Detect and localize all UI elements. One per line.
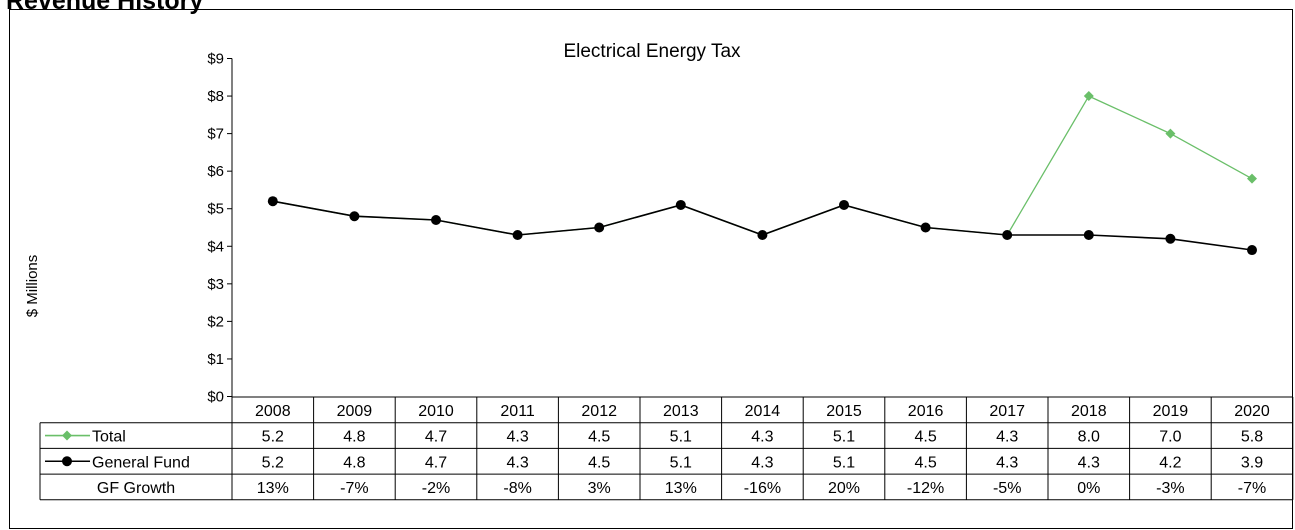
data-label: 3.9: [1241, 454, 1263, 471]
table-cell: -16%: [744, 480, 781, 497]
data-label: 4.3: [751, 429, 773, 446]
table-cell: 0%: [1077, 480, 1100, 497]
general-fund-point: [594, 222, 605, 233]
data-label: 4.7: [425, 454, 447, 471]
data-label: 4.3: [1078, 454, 1100, 471]
x-tick-label: 2009: [337, 403, 373, 420]
general-fund-point: [757, 230, 768, 241]
x-tick-label: 2013: [663, 403, 699, 420]
data-label: 7.0: [1159, 429, 1181, 446]
table-cell: -2%: [422, 480, 450, 497]
data-label: 4.3: [506, 429, 528, 446]
y-tick-label: $8: [207, 88, 224, 105]
general-fund-point: [920, 222, 931, 233]
data-label: 4.3: [996, 429, 1018, 446]
x-tick-label: 2010: [418, 403, 454, 420]
chart-title: Electrical Energy Tax: [563, 41, 741, 62]
data-label: 4.8: [343, 429, 365, 446]
y-tick-label: $1: [207, 351, 224, 368]
y-tick-label: $3: [207, 276, 224, 293]
chart-frame: Electrical Energy Tax $ Millions $0 $1 $2 $…: [9, 9, 1294, 529]
data-label: 5.1: [833, 454, 855, 471]
data-label: 4.3: [751, 454, 773, 471]
general-fund-point: [512, 230, 523, 241]
total-point: [1247, 173, 1257, 184]
page-heading: Revenue History: [6, 0, 204, 15]
x-tick-label: 2019: [1153, 403, 1189, 420]
chart-svg: Electrical Energy Tax $ Millions $0$1$2$…: [24, 41, 1294, 501]
plot-area: $0 $1 $2 $3 $4 $5 $6 $7 $8 $9: [207, 51, 1257, 406]
legend-key-marker-0: [62, 430, 72, 441]
x-tick-label: 2017: [989, 403, 1025, 420]
x-tick-label: 2008: [255, 403, 291, 420]
general-fund-point: [1083, 230, 1094, 241]
table-cell: 3%: [588, 480, 611, 497]
data-label: 5.1: [670, 429, 692, 446]
data-label: 8.0: [1078, 429, 1100, 446]
data-label: 5.2: [262, 429, 284, 446]
table-row-label: GF Growth: [97, 480, 175, 497]
table-cell: -3%: [1156, 480, 1184, 497]
data-label: 4.7: [425, 429, 447, 446]
x-tick-label: 2011: [500, 403, 535, 420]
table-cell: 13%: [665, 480, 697, 497]
data-label: 4.5: [914, 454, 936, 471]
table-cell: -5%: [993, 480, 1021, 497]
x-tick-label: 2020: [1234, 403, 1270, 420]
data-label: 4.5: [588, 454, 610, 471]
general-fund-point: [349, 211, 360, 222]
y-tick-label: $2: [207, 313, 224, 330]
legend-label-0: Total: [92, 429, 126, 446]
data-label: 4.5: [914, 429, 936, 446]
data-label: 4.3: [996, 454, 1018, 471]
y-axis-label: $ Millions: [24, 255, 41, 318]
total-point: [1165, 128, 1176, 139]
x-tick-label: 2016: [908, 403, 944, 420]
x-tick-label: 2015: [826, 403, 862, 420]
series-line-0: [272, 95, 1253, 236]
table-cell: -8%: [503, 480, 531, 497]
x-tick-label: 2018: [1071, 403, 1107, 420]
data-label: 5.2: [262, 454, 284, 471]
general-fund-point: [431, 214, 441, 225]
data-label: 5.8: [1241, 429, 1263, 446]
y-tick-label: $6: [207, 163, 224, 180]
legend-key-marker-1: [62, 456, 72, 467]
table-cell: -7%: [1238, 480, 1266, 497]
data-label: 4.8: [343, 454, 365, 471]
general-fund-point: [1002, 230, 1013, 241]
table-cell: 20%: [828, 480, 860, 497]
y-tick-label: $0: [207, 389, 224, 406]
data-label: 4.3: [506, 454, 528, 471]
table-cell: -12%: [907, 480, 944, 497]
data-label: 4.2: [1159, 454, 1181, 471]
data-label: 5.1: [833, 429, 855, 446]
series-line-1: [272, 200, 1253, 251]
data-label: 4.5: [588, 429, 610, 446]
y-tick-label: $9: [207, 51, 224, 68]
general-fund-point: [1247, 245, 1257, 256]
y-tick-label: $5: [207, 201, 224, 218]
table-cell: 13%: [257, 480, 289, 497]
x-tick-label: 2012: [581, 403, 617, 420]
legend-label-1: General Fund: [92, 454, 190, 471]
general-fund-point: [267, 196, 278, 207]
table-cell: -7%: [340, 480, 368, 497]
y-tick-label: $7: [207, 126, 224, 143]
data-table: 2008 2009 2010 2011 2012 2013 2014 2015 2016 2017…: [39, 396, 1294, 501]
x-tick-label: 2014: [745, 403, 781, 420]
general-fund-point: [839, 199, 849, 210]
general-fund-point: [675, 199, 686, 210]
general-fund-point: [1165, 233, 1176, 244]
y-tick-label: $4: [207, 238, 224, 255]
total-point: [1083, 91, 1094, 102]
data-label: 5.1: [670, 454, 692, 471]
